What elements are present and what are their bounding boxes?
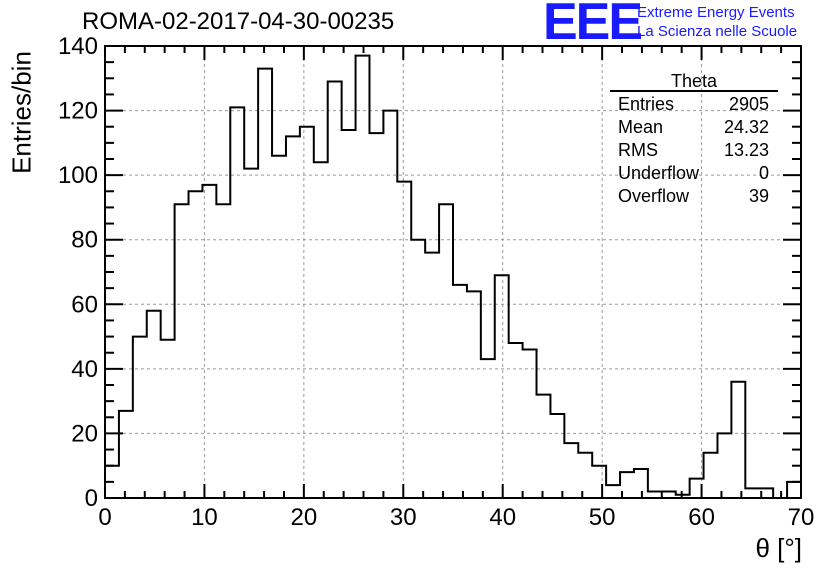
histogram-bin: [356, 56, 370, 498]
stats-label: Underflow: [618, 163, 700, 183]
stats-row-entries: Entries 2905: [610, 93, 778, 116]
histogram-bin: [606, 485, 620, 498]
histogram-bin: [133, 337, 147, 498]
histogram-bin: [578, 453, 592, 498]
stats-row-overflow: Overflow 39: [610, 185, 778, 208]
histogram-bin: [592, 466, 606, 498]
histogram-bin: [216, 204, 230, 498]
histogram-bin: [286, 136, 300, 498]
stats-label: Mean: [618, 117, 664, 137]
stats-value: 2905: [728, 94, 769, 114]
histogram-bin: [314, 162, 328, 498]
y-tick-label: 120: [58, 98, 98, 125]
stats-label: Entries: [618, 94, 675, 114]
x-tick-label: 30: [390, 504, 417, 531]
logo-line-2: La Scienza nelle Scuole: [637, 23, 798, 40]
y-tick-label: 100: [58, 162, 98, 189]
y-tick-label: 140: [58, 33, 98, 60]
histogram-bin: [147, 311, 161, 498]
plot-frame: [104, 45, 802, 499]
histogram-bin: [272, 156, 286, 498]
stats-row-rms: RMS 13.23: [610, 139, 778, 162]
stats-value: 39: [748, 186, 769, 206]
y-tick-label: 80: [71, 227, 98, 254]
eee-logo: EEE: [543, 0, 643, 51]
histogram-bin: [230, 107, 244, 498]
x-tick-label: 0: [98, 504, 111, 531]
histogram-bin: [439, 204, 453, 498]
stats-box: Theta Entries 2905 Mean 24.32 RMS 13.23 …: [610, 70, 778, 208]
x-tick-label: 60: [688, 504, 715, 531]
logo-line-1: Extreme Energy Events: [637, 4, 795, 21]
histogram-bin: [453, 285, 467, 498]
histogram-bin: [425, 253, 439, 498]
histogram-bin: [481, 359, 495, 498]
x-tick-label: 70: [788, 504, 815, 531]
x-axis-title: θ [°]: [755, 533, 802, 563]
histogram-bin: [717, 433, 731, 498]
y-tick-label: 20: [71, 420, 98, 447]
plot-title: ROMA-02-2017-04-30-00235: [82, 8, 395, 35]
histogram-bin: [397, 182, 411, 498]
stats-row-mean: Mean 24.32: [610, 116, 778, 139]
stats-title: Theta: [610, 70, 778, 92]
y-axis-title: Entries/bin: [6, 51, 37, 174]
x-tick-label: 10: [191, 504, 218, 531]
histogram-bin: [189, 191, 203, 498]
stats-label: Overflow: [618, 186, 690, 206]
histogram-bin: [731, 382, 745, 498]
histogram-bin: [119, 411, 133, 498]
histogram-bin: [564, 443, 578, 498]
histogram-bin: [161, 340, 175, 498]
histogram-bin: [495, 275, 509, 498]
x-tick-label: 50: [589, 504, 616, 531]
stats-value: 24.32: [723, 117, 769, 137]
histogram-bin: [523, 349, 537, 498]
stats-label: RMS: [618, 140, 658, 160]
y-tick-label: 0: [85, 485, 98, 512]
logo-text: Extreme Energy Events La Scienza nelle S…: [637, 3, 797, 41]
y-tick-label: 60: [71, 291, 98, 318]
histogram-bin: [704, 453, 718, 498]
x-tick-label: 20: [291, 504, 318, 531]
histogram-bin: [342, 130, 356, 498]
histogram-bin: [175, 204, 189, 498]
histogram-bin: [369, 133, 383, 498]
histogram-bin: [745, 488, 759, 498]
histogram-bin: [537, 395, 551, 498]
histogram-bin: [467, 291, 481, 498]
x-tick-label: 40: [489, 504, 516, 531]
histogram-bin: [300, 127, 314, 498]
histogram-bin: [328, 82, 342, 498]
histogram-bin: [550, 414, 564, 498]
tick-labels: 0 10 20 30 40 50 60 70 0 20 40 60 80 100 120 140: [58, 33, 814, 531]
stats-row-underflow: Underflow 0: [610, 162, 778, 185]
stats-value: 13.23: [723, 140, 769, 160]
histogram-bin: [244, 169, 258, 498]
histogram-bin: [509, 343, 523, 498]
histogram-bin: [787, 482, 801, 498]
y-tick-label: 40: [71, 356, 98, 383]
histogram-outline: [104, 54, 802, 499]
stats-value: 0: [758, 163, 769, 183]
